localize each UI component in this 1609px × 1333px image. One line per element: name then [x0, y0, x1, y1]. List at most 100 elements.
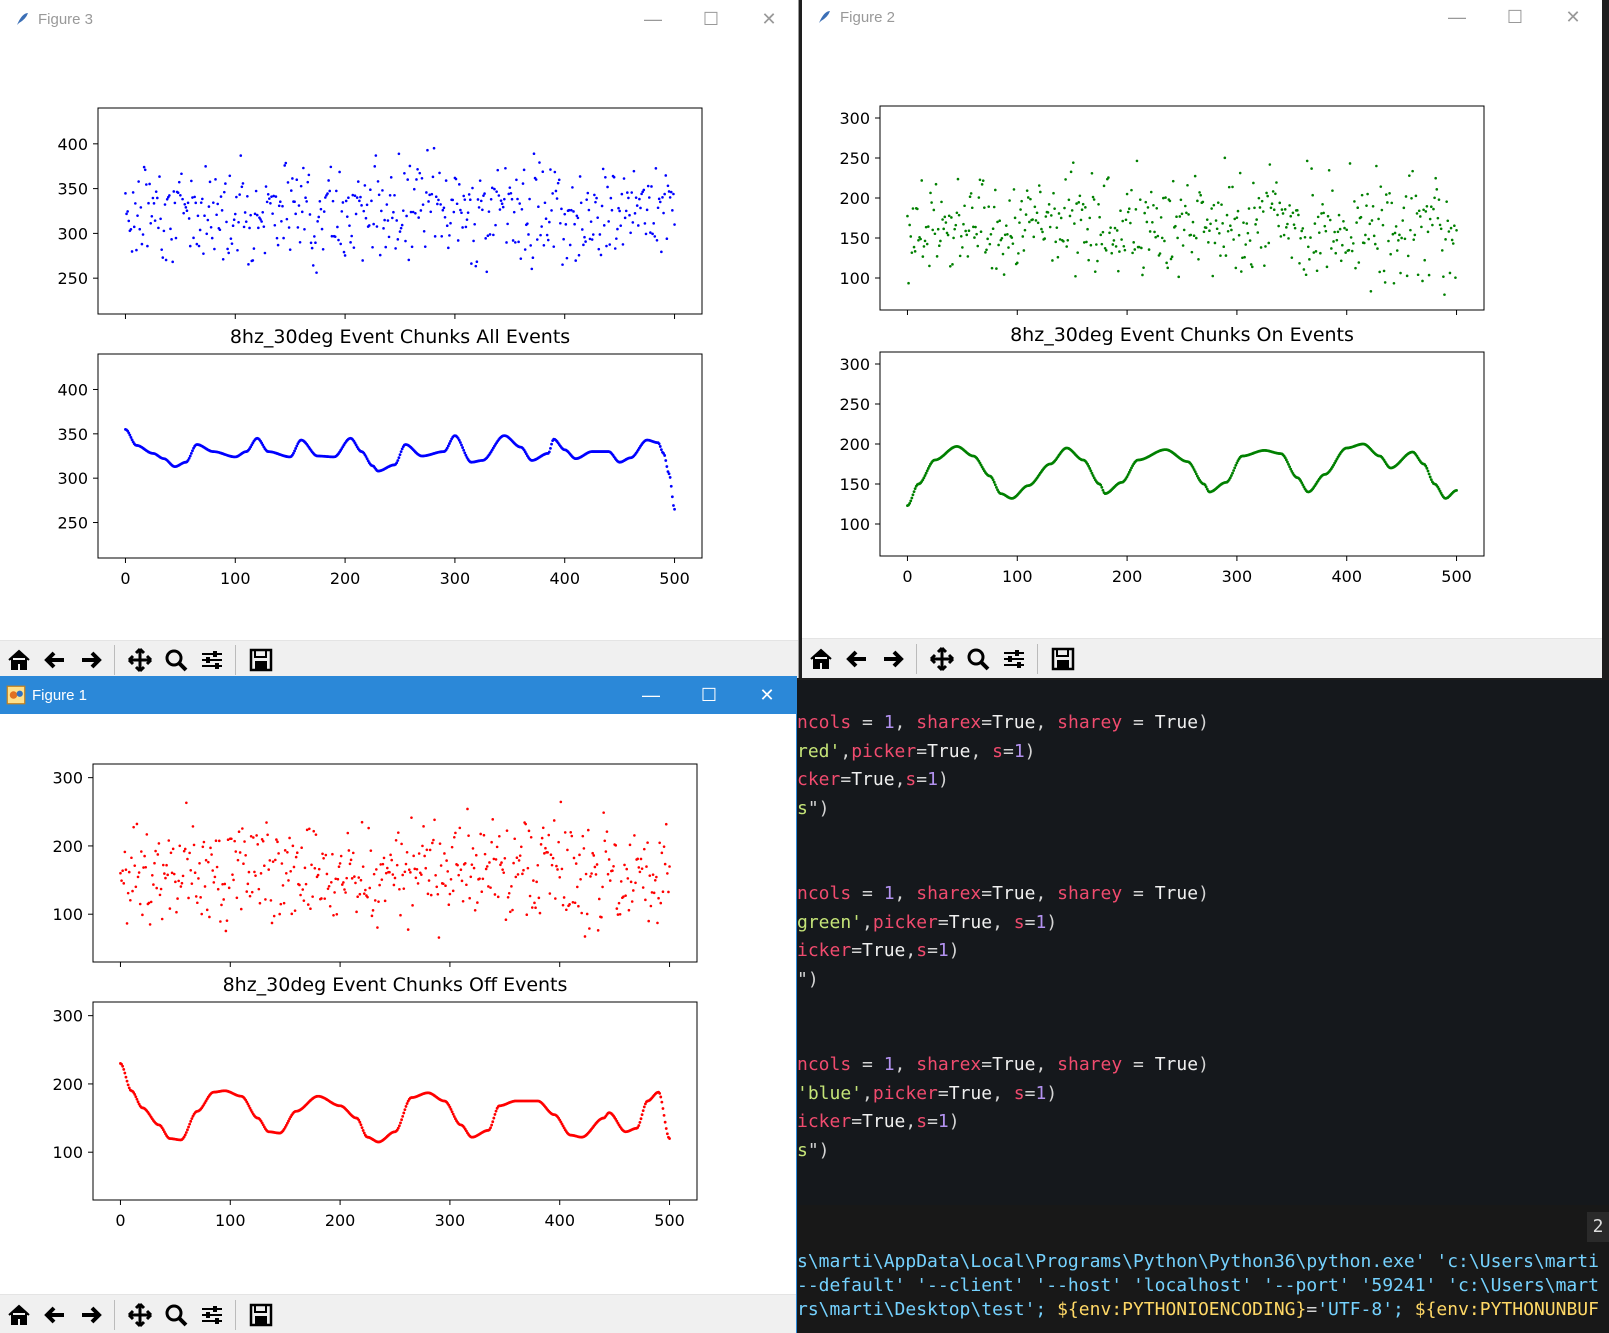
close-button[interactable]: ✕: [759, 684, 775, 705]
data-point: [606, 185, 609, 189]
data-point: [1389, 252, 1392, 256]
data-point: [1380, 208, 1384, 212]
data-point: [1143, 211, 1146, 215]
data-point: [490, 1123, 494, 1127]
code-token: =: [1306, 1299, 1318, 1320]
code-line: s"): [797, 798, 830, 819]
data-point: [647, 919, 650, 923]
data-point: [1071, 161, 1075, 164]
code-editor[interactable]: ncols = 1, sharex=True, sharey = True) re…: [797, 680, 1609, 1205]
data-point: [1238, 171, 1242, 175]
figure-1-titlebar[interactable]: Figure 1 — ☐ ✕: [0, 676, 796, 714]
data-point: [1442, 275, 1445, 278]
data-point: [371, 909, 375, 912]
forward-arrow-button[interactable]: [74, 643, 108, 677]
zoom-button[interactable]: [159, 1298, 193, 1332]
close-button[interactable]: ✕: [1565, 6, 1581, 27]
figure-2-titlebar[interactable]: Figure 2 — ☐ ✕: [802, 0, 1602, 34]
zoom-button[interactable]: [961, 642, 995, 676]
y-tick-label: 200: [839, 189, 870, 208]
pan-button[interactable]: [123, 643, 157, 677]
data-point: [1088, 467, 1092, 470]
code-token: =: [927, 940, 938, 961]
data-point: [235, 195, 238, 199]
data-point: [373, 165, 377, 168]
data-point: [168, 194, 171, 197]
terminal-panel[interactable]: s\marti\AppData\Local\Programs\Python\Py…: [797, 1205, 1609, 1333]
data-point: [964, 229, 967, 233]
data-point: [449, 439, 452, 443]
data-point: [458, 183, 461, 186]
save-button[interactable]: [244, 643, 278, 677]
pan-button[interactable]: [123, 1298, 157, 1332]
back-arrow-button[interactable]: [38, 643, 72, 677]
zoom-button[interactable]: [159, 643, 193, 677]
data-point: [1397, 239, 1400, 242]
data-point: [172, 872, 176, 876]
data-point: [472, 239, 475, 243]
data-point: [1196, 199, 1199, 203]
data-point: [1138, 198, 1142, 201]
data-point: [397, 1124, 401, 1128]
data-point: [565, 256, 569, 260]
data-point: [570, 834, 574, 838]
home-button[interactable]: [804, 642, 838, 676]
code-token: =: [851, 883, 884, 904]
home-button[interactable]: [2, 1298, 36, 1332]
configure-subplots-button[interactable]: [195, 643, 229, 677]
data-point: [281, 204, 284, 208]
figure-3-titlebar[interactable]: Figure 3 — ☐ ✕: [0, 0, 798, 38]
maximize-button[interactable]: ☐: [700, 684, 718, 705]
data-point: [1381, 223, 1385, 227]
data-point: [1445, 200, 1448, 203]
forward-arrow-button[interactable]: [74, 1298, 108, 1332]
data-point: [1018, 221, 1021, 224]
data-point: [663, 862, 667, 866]
data-point: [655, 875, 658, 879]
data-point: [133, 1093, 137, 1096]
save-button[interactable]: [244, 1298, 278, 1332]
data-point: [532, 152, 536, 156]
data-point: [550, 442, 553, 446]
pan-button[interactable]: [925, 642, 959, 676]
data-point: [1404, 195, 1408, 198]
data-point: [197, 244, 201, 248]
code-token: s: [797, 797, 808, 819]
close-button[interactable]: ✕: [761, 8, 777, 29]
forward-arrow-button[interactable]: [876, 642, 910, 676]
data-point: [610, 208, 614, 212]
data-point: [460, 879, 464, 883]
data-point: [641, 1109, 645, 1113]
data-point: [352, 246, 356, 249]
maximize-button[interactable]: ☐: [1506, 6, 1524, 27]
maximize-button[interactable]: ☐: [702, 8, 720, 29]
back-arrow-button[interactable]: [840, 642, 874, 676]
minimize-button[interactable]: —: [1448, 6, 1466, 27]
data-point: [236, 248, 239, 252]
home-button[interactable]: [2, 643, 36, 677]
code-token: =: [851, 712, 884, 733]
configure-subplots-button[interactable]: [195, 1298, 229, 1332]
data-point: [384, 871, 388, 875]
axes-frame: [879, 351, 1485, 557]
code-token: True: [948, 911, 993, 933]
data-point: [190, 179, 193, 183]
data-point: [249, 834, 253, 838]
minimize-button[interactable]: —: [644, 8, 662, 29]
data-point: [158, 175, 161, 178]
data-point: [1447, 230, 1451, 233]
data-point: [1270, 202, 1274, 206]
data-point: [231, 873, 234, 876]
save-button[interactable]: [1046, 642, 1080, 676]
data-point: [344, 199, 348, 203]
code-line: s"): [797, 1140, 830, 1161]
data-point: [298, 240, 302, 244]
figure-3-window: Figure 3 — ☐ ✕ 250 300 350 400 250 300 350 400 0…: [0, 0, 799, 678]
data-point: [1267, 241, 1271, 245]
configure-subplots-button[interactable]: [997, 642, 1031, 676]
minimize-button[interactable]: —: [642, 684, 660, 705]
data-point: [1141, 273, 1144, 277]
back-arrow-button[interactable]: [38, 1298, 72, 1332]
code-line: rs\marti\Desktop\test'; ${env:PYTHONIOEN…: [797, 1299, 1599, 1320]
